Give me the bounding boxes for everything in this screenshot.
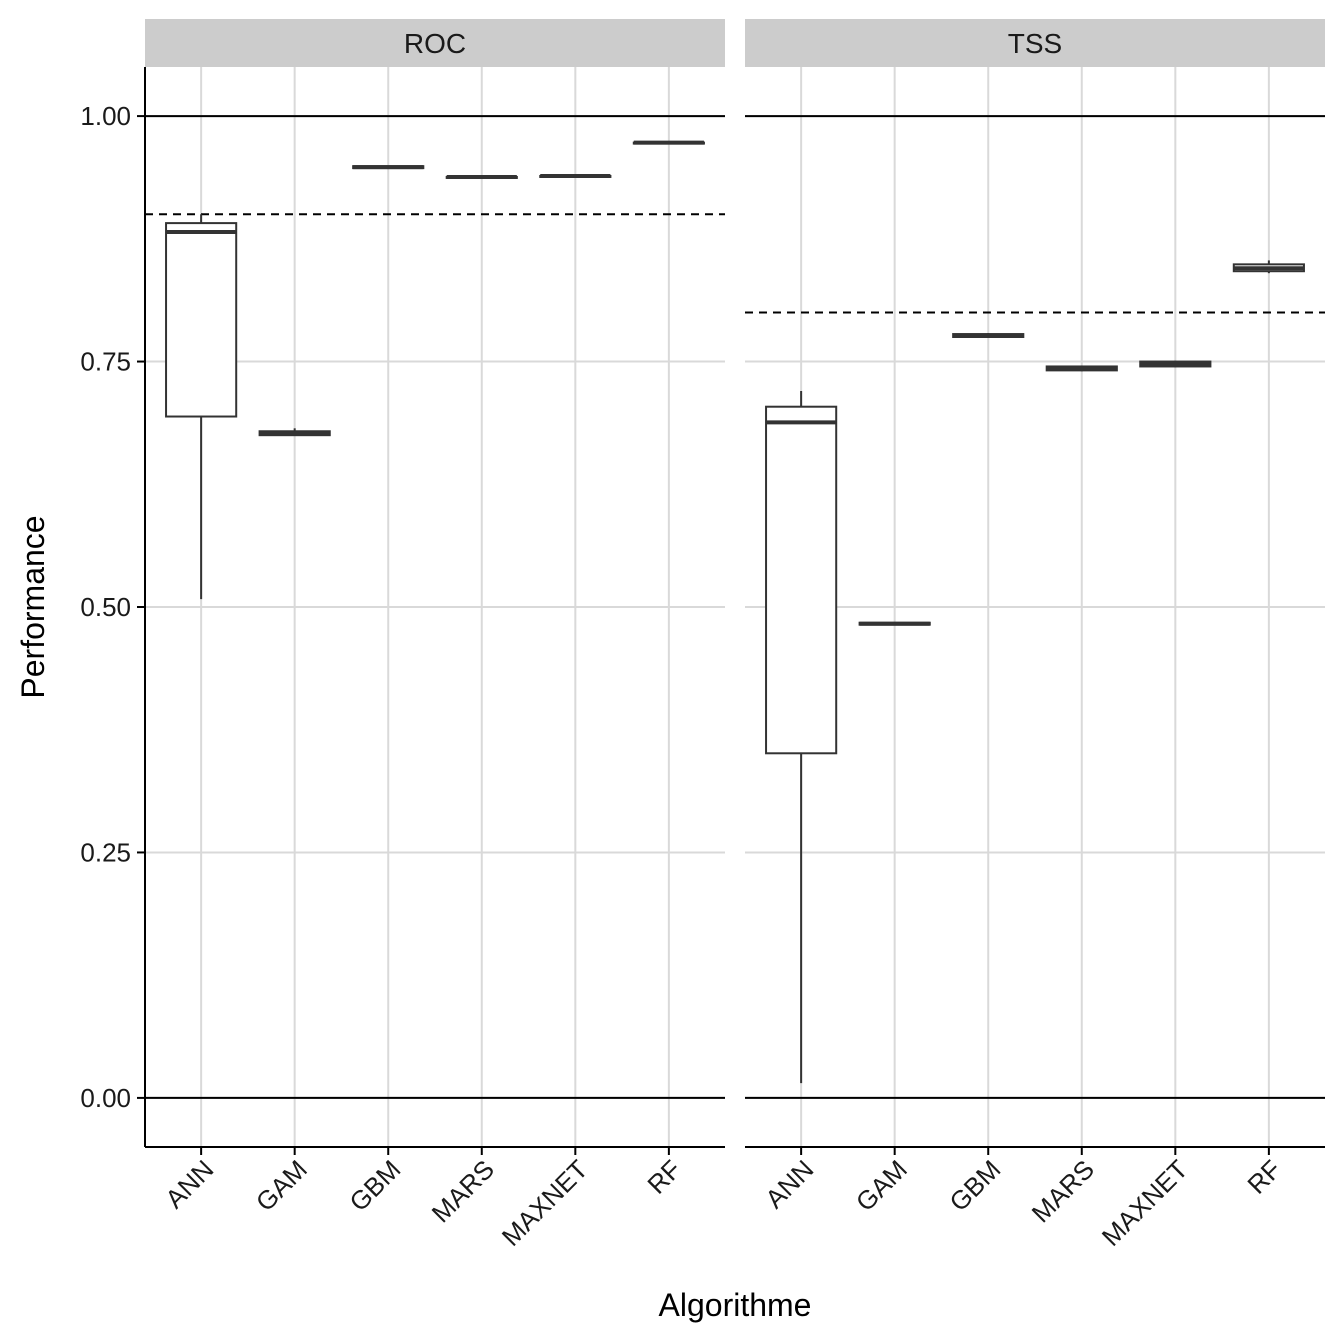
x-tick-label-roc: GBM bbox=[343, 1154, 406, 1217]
x-tick-label-roc: MARS bbox=[426, 1154, 500, 1228]
box-roc-gbm bbox=[352, 165, 425, 170]
y-tick-label: 1.00 bbox=[80, 101, 131, 131]
x-tick-label-roc: MAXNET bbox=[496, 1154, 594, 1252]
x-tick-label-tss: GAM bbox=[850, 1154, 913, 1217]
panel-title-tss: TSS bbox=[1008, 28, 1062, 59]
x-tick-label-tss: GBM bbox=[943, 1154, 1006, 1217]
x-tick-label-tss: MARS bbox=[1026, 1154, 1100, 1228]
box-tss-mars bbox=[1045, 365, 1118, 372]
box-iqr bbox=[165, 222, 238, 418]
box-roc-ann bbox=[165, 214, 238, 600]
box-iqr bbox=[765, 405, 838, 755]
x-tick-label-roc: GAM bbox=[250, 1154, 313, 1217]
panel-strip-roc bbox=[145, 19, 725, 67]
x-tick-label-tss: ANN bbox=[759, 1154, 819, 1214]
panel-title-roc: ROC bbox=[404, 28, 466, 59]
box-roc-rf bbox=[632, 140, 705, 145]
box-tss-rf bbox=[1232, 260, 1305, 274]
panel-strip-tss bbox=[745, 19, 1325, 67]
y-tick-label: 0.50 bbox=[80, 592, 131, 622]
box-roc-gam bbox=[258, 428, 331, 437]
y-axis: 0.00 0.25 0.50 0.75 1.00 bbox=[80, 67, 146, 1147]
y-tick-label: 0.00 bbox=[80, 1083, 131, 1113]
box-tss-maxnet bbox=[1139, 360, 1212, 368]
x-tick-label-tss: RF bbox=[1241, 1154, 1287, 1200]
y-tick-label: 0.75 bbox=[80, 347, 131, 377]
box-tss-gam bbox=[858, 621, 931, 626]
x-axis-title: Algorithme bbox=[659, 1287, 812, 1323]
box-tss-gbm bbox=[952, 333, 1025, 339]
box-roc-mars bbox=[445, 174, 518, 179]
x-tick-label-roc: RF bbox=[641, 1154, 687, 1200]
y-tick-label: 0.25 bbox=[80, 837, 131, 867]
y-axis-title: Performance bbox=[15, 515, 51, 698]
x-tick-label-roc: ANN bbox=[159, 1154, 219, 1214]
box-roc-maxnet bbox=[539, 173, 612, 178]
x-tick-label-tss: MAXNET bbox=[1096, 1154, 1194, 1252]
box-tss-ann bbox=[765, 391, 838, 1084]
